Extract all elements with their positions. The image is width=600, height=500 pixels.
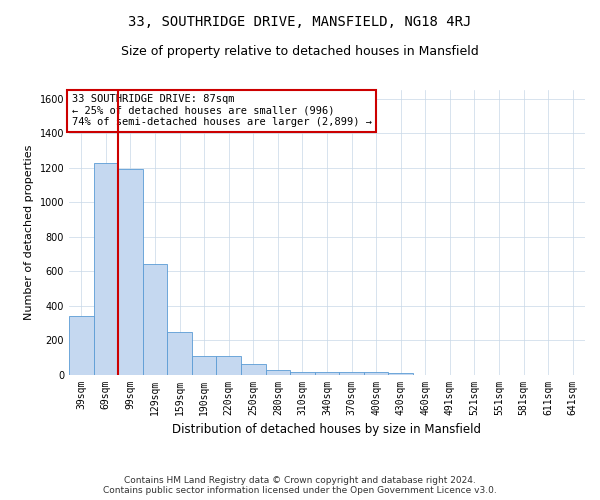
Text: 33 SOUTHRIDGE DRIVE: 87sqm
← 25% of detached houses are smaller (996)
74% of sem: 33 SOUTHRIDGE DRIVE: 87sqm ← 25% of deta… xyxy=(71,94,371,128)
Bar xyxy=(266,370,290,375)
Bar xyxy=(217,356,241,375)
Text: Size of property relative to detached houses in Mansfield: Size of property relative to detached ho… xyxy=(121,45,479,58)
Text: 33, SOUTHRIDGE DRIVE, MANSFIELD, NG18 4RJ: 33, SOUTHRIDGE DRIVE, MANSFIELD, NG18 4R… xyxy=(128,15,472,29)
Bar xyxy=(167,332,192,375)
X-axis label: Distribution of detached houses by size in Mansfield: Distribution of detached houses by size … xyxy=(173,424,482,436)
Bar xyxy=(339,372,364,375)
Bar xyxy=(364,372,388,375)
Bar xyxy=(290,372,315,375)
Bar xyxy=(94,162,118,375)
Bar xyxy=(192,356,217,375)
Bar xyxy=(315,372,339,375)
Bar xyxy=(388,374,413,375)
Bar xyxy=(241,364,266,375)
Bar xyxy=(118,170,143,375)
Y-axis label: Number of detached properties: Number of detached properties xyxy=(24,145,34,320)
Bar xyxy=(69,316,94,375)
Text: Contains HM Land Registry data © Crown copyright and database right 2024.
Contai: Contains HM Land Registry data © Crown c… xyxy=(103,476,497,495)
Bar xyxy=(143,264,167,375)
